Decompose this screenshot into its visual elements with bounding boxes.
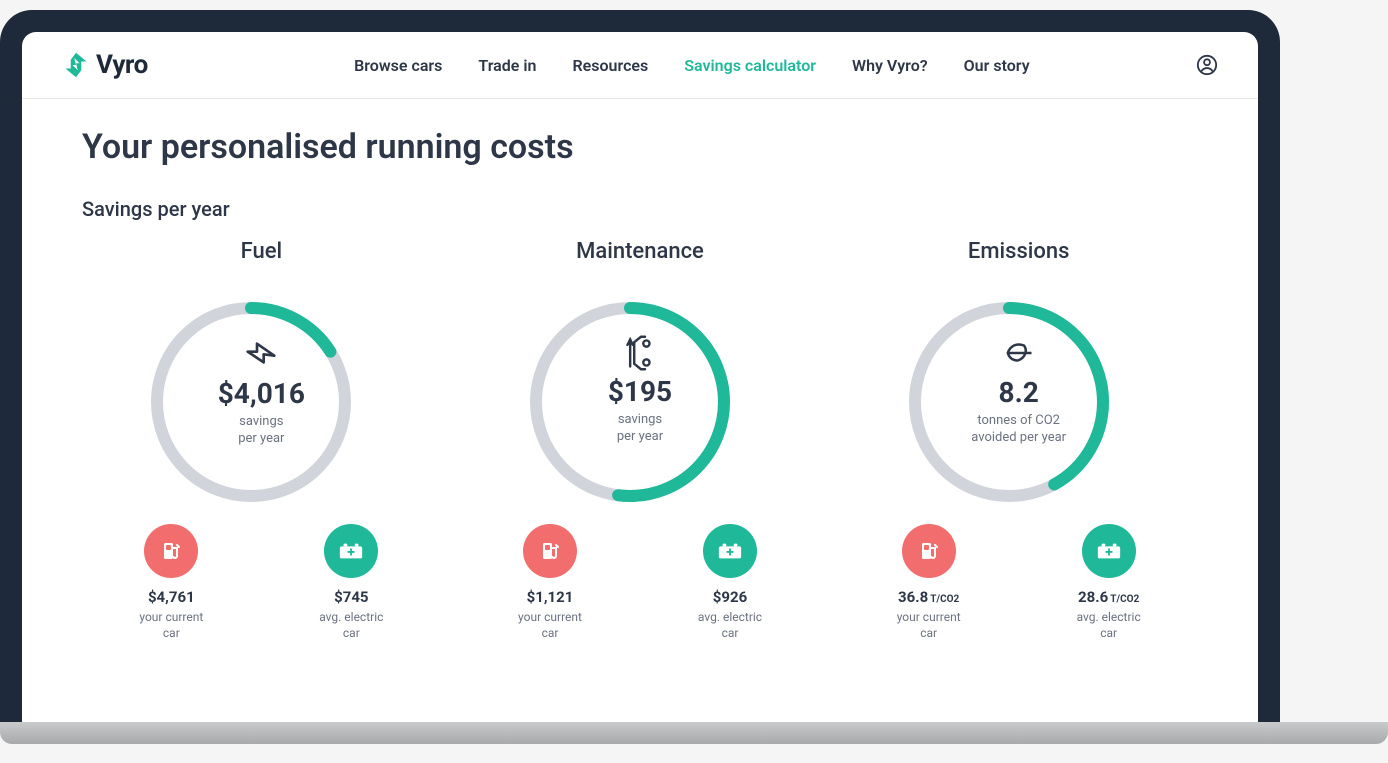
section-subtitle: Savings per year bbox=[82, 197, 1198, 221]
topbar: Vyro Browse cars Trade in Resources Savi… bbox=[22, 32, 1258, 99]
fuel-pump-icon bbox=[144, 524, 198, 578]
compare-label: your current car bbox=[490, 610, 610, 641]
gauge-emissions: 8.2 tonnes of CO2 avoided per year bbox=[909, 282, 1129, 502]
compare-row-emissions: 36.8T/CO2 your current car 28.6T/CO2 avg… bbox=[839, 524, 1198, 641]
nav-savings-calculator[interactable]: Savings calculator bbox=[684, 56, 816, 75]
battery-icon bbox=[324, 524, 378, 578]
compare-value: $4,761 bbox=[111, 588, 231, 606]
nav-our-story[interactable]: Our story bbox=[964, 56, 1030, 75]
compare-value: $1,121 bbox=[490, 588, 610, 606]
bolt-icon bbox=[245, 337, 277, 369]
card-maintenance: Maintenance $195 savings per year bbox=[461, 239, 820, 641]
compare-label: avg. electric car bbox=[1049, 610, 1169, 641]
card-title-emissions: Emissions bbox=[839, 239, 1198, 264]
compare-maintenance-electric: $926 avg. electric car bbox=[670, 524, 790, 641]
compare-label: your current car bbox=[869, 610, 989, 641]
compare-fuel-current: $4,761 your current car bbox=[111, 524, 231, 641]
compare-fuel-electric: $745 avg. electric car bbox=[291, 524, 411, 641]
gauge-value-emissions: 8.2 bbox=[999, 376, 1039, 409]
compare-emissions-electric: 28.6T/CO2 avg. electric car bbox=[1049, 524, 1169, 641]
battery-icon bbox=[703, 524, 757, 578]
savings-cards-row: Fuel $4,016 savings per year $4,761 your bbox=[82, 239, 1198, 641]
laptop-base bbox=[0, 722, 1388, 744]
fuel-pump-icon bbox=[902, 524, 956, 578]
gauge-label-emissions: tonnes of CO2 avoided per year bbox=[971, 413, 1066, 447]
compare-value: 28.6T/CO2 bbox=[1049, 588, 1169, 606]
compare-label: avg. electric car bbox=[670, 610, 790, 641]
main-content: Your personalised running costs Savings … bbox=[22, 99, 1258, 661]
gauge-value-maintenance: $195 bbox=[608, 375, 672, 408]
card-title-fuel: Fuel bbox=[82, 239, 441, 264]
wrench-car-icon bbox=[618, 339, 661, 367]
brand-logo[interactable]: Vyro bbox=[62, 50, 148, 80]
nav-trade-in[interactable]: Trade in bbox=[478, 56, 536, 75]
gauge-fuel: $4,016 savings per year bbox=[151, 282, 371, 502]
card-title-maintenance: Maintenance bbox=[461, 239, 820, 264]
app-screen: Vyro Browse cars Trade in Resources Savi… bbox=[22, 32, 1258, 722]
battery-icon bbox=[1082, 524, 1136, 578]
fuel-pump-icon bbox=[523, 524, 577, 578]
page-title: Your personalised running costs bbox=[82, 127, 1198, 167]
compare-maintenance-current: $1,121 your current car bbox=[490, 524, 610, 641]
account-icon[interactable] bbox=[1196, 54, 1218, 76]
nav-resources[interactable]: Resources bbox=[572, 56, 648, 75]
gauge-maintenance: $195 savings per year bbox=[530, 282, 750, 502]
compare-value: 36.8T/CO2 bbox=[869, 588, 989, 606]
leaf-icon bbox=[1004, 338, 1034, 368]
laptop-frame: Vyro Browse cars Trade in Resources Savi… bbox=[0, 10, 1280, 722]
compare-value: $745 bbox=[291, 588, 411, 606]
compare-value: $926 bbox=[670, 588, 790, 606]
nav-why-vyro[interactable]: Why Vyro? bbox=[852, 56, 928, 75]
nav-browse-cars[interactable]: Browse cars bbox=[354, 56, 442, 75]
logo-mark-icon bbox=[62, 51, 90, 79]
gauge-label-maintenance: savings per year bbox=[617, 412, 663, 446]
gauge-label-fuel: savings per year bbox=[238, 414, 284, 448]
gauge-value-fuel: $4,016 bbox=[218, 377, 305, 410]
compare-label: avg. electric car bbox=[291, 610, 411, 641]
main-nav: Browse cars Trade in Resources Savings c… bbox=[188, 56, 1196, 75]
compare-row-maintenance: $1,121 your current car $926 avg. electr… bbox=[461, 524, 820, 641]
compare-label: your current car bbox=[111, 610, 231, 641]
brand-name: Vyro bbox=[96, 50, 148, 80]
compare-emissions-current: 36.8T/CO2 your current car bbox=[869, 524, 989, 641]
compare-row-fuel: $4,761 your current car $745 avg. electr… bbox=[82, 524, 441, 641]
card-fuel: Fuel $4,016 savings per year $4,761 your bbox=[82, 239, 441, 641]
card-emissions: Emissions 8.2 tonnes of CO2 avoided per … bbox=[839, 239, 1198, 641]
